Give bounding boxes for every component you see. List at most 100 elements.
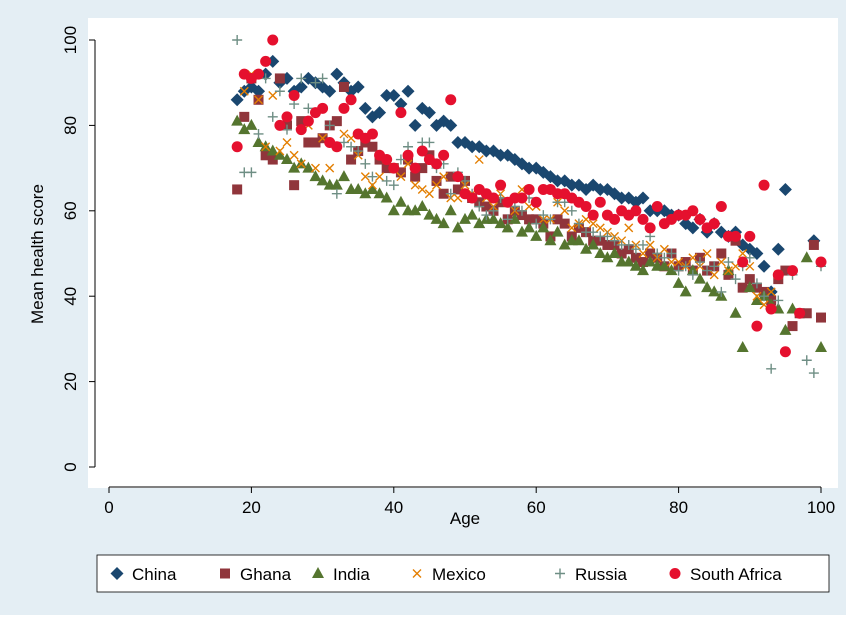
scatter-point — [459, 212, 471, 224]
scatter-point — [609, 235, 620, 246]
scatter-point — [360, 172, 370, 182]
scatter-point — [289, 180, 300, 191]
scatter-point — [572, 234, 585, 246]
scatter-point — [780, 265, 791, 276]
scatter-point — [815, 256, 827, 268]
scatter-point — [479, 144, 493, 158]
scatter-point — [395, 154, 406, 165]
scatter-point — [230, 93, 244, 107]
scatter-point — [317, 73, 328, 84]
scatter-point — [346, 154, 357, 165]
scatter-point — [551, 225, 564, 237]
y-tick-label: 0 — [61, 462, 80, 471]
scatter-point — [387, 204, 400, 216]
scatter-point — [422, 106, 436, 120]
scatter-point — [744, 230, 756, 242]
scatter-point — [766, 287, 776, 297]
scatter-point — [531, 218, 542, 229]
scatter-point — [330, 67, 344, 81]
scatter-point — [395, 107, 407, 119]
scatter-point — [659, 244, 669, 254]
scatter-point — [302, 161, 315, 173]
scatter-point — [594, 247, 607, 258]
y-tick-label: 40 — [61, 287, 80, 306]
scatter-point — [502, 214, 513, 225]
scatter-point — [516, 192, 528, 204]
scatter-point — [674, 257, 684, 267]
scatter-point — [815, 340, 827, 352]
scatter-point — [231, 114, 244, 126]
scatter-point — [282, 124, 292, 135]
scatter-point — [530, 196, 542, 208]
scatter-point — [638, 257, 648, 268]
scatter-point — [494, 217, 507, 229]
scatter-point — [588, 227, 599, 238]
scatter-point — [552, 214, 563, 225]
scatter-point — [666, 257, 676, 267]
scatter-point — [231, 141, 243, 153]
scatter-point — [487, 192, 499, 204]
scatter-point — [515, 225, 528, 237]
scatter-point — [409, 204, 422, 216]
legend-marker — [555, 568, 565, 579]
scatter-point — [801, 308, 812, 319]
scatter-point — [680, 261, 691, 272]
scatter-point — [495, 179, 507, 191]
scatter-point — [622, 255, 635, 267]
scatter-point — [567, 223, 577, 233]
scatter-point — [445, 188, 456, 199]
scatter-point — [417, 163, 428, 174]
x-axis-title: Age — [450, 509, 480, 528]
scatter-point — [281, 111, 293, 123]
scatter-point — [375, 172, 385, 182]
scatter-point — [424, 137, 435, 148]
scatter-point — [744, 274, 755, 285]
scatter-point — [623, 239, 634, 250]
scatter-point — [303, 103, 314, 114]
scatter-point — [295, 124, 307, 136]
scatter-point — [260, 55, 272, 67]
scatter-point — [694, 213, 706, 225]
scatter-point — [481, 201, 492, 212]
scatter-point — [588, 219, 598, 229]
scatter-point — [808, 239, 819, 250]
scatter-point — [380, 89, 394, 103]
scatter-point — [253, 68, 265, 80]
scatter-point — [331, 188, 342, 199]
scatter-point — [686, 221, 700, 235]
scatter-point — [417, 184, 427, 194]
scatter-point — [473, 217, 486, 229]
scatter-point — [702, 265, 713, 276]
scatter-point — [381, 163, 392, 174]
scatter-point — [352, 182, 365, 194]
scatter-point — [452, 171, 464, 183]
scatter-point — [766, 363, 777, 374]
scatter-point — [302, 115, 314, 127]
x-tick-label: 0 — [104, 498, 113, 517]
scatter-point — [560, 206, 570, 216]
scatter-point — [274, 73, 285, 84]
scatter-point — [310, 77, 321, 88]
scatter-point — [637, 264, 649, 276]
scatter-point — [409, 162, 421, 174]
scatter-point — [416, 145, 428, 157]
scatter-point — [401, 84, 415, 98]
scatter-point — [239, 86, 249, 96]
scatter-point — [266, 144, 279, 156]
legend-box — [96, 554, 830, 593]
scatter-point — [239, 111, 250, 122]
scatter-point — [752, 291, 762, 301]
x-tick-label: 100 — [807, 498, 835, 517]
legend-label: India — [333, 565, 370, 584]
scatter-point — [451, 221, 464, 233]
scatter-point — [787, 265, 799, 277]
scatter-point — [729, 306, 742, 318]
scatter-point — [644, 255, 657, 267]
scatter-point — [359, 187, 372, 199]
scatter-point — [771, 242, 785, 256]
scatter-point — [260, 73, 271, 84]
scatter-point — [245, 118, 258, 130]
scatter-point — [394, 97, 408, 111]
scatter-point — [296, 116, 307, 127]
